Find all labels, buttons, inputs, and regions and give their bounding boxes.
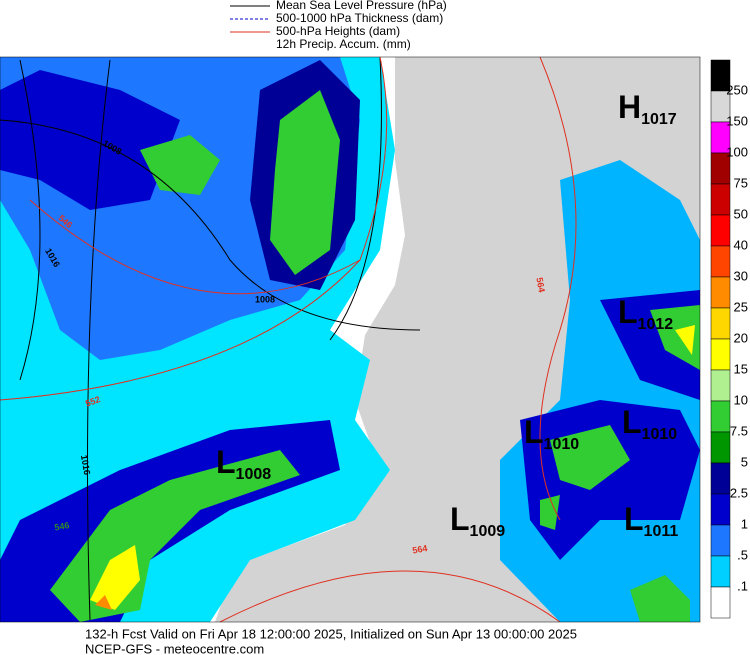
contour-label: 564 [534, 277, 546, 294]
pressure-letter: L [622, 404, 642, 440]
colorbar-swatch [710, 493, 731, 526]
precip-30 [95, 595, 112, 610]
contour-label: 1016 [79, 454, 92, 475]
colorbar-label: 150 [726, 113, 748, 128]
colorbar-swatch [710, 214, 731, 247]
precip-east-20 [675, 325, 695, 355]
colorbar-label: 75 [734, 175, 748, 190]
colorbar-label: 2.5 [730, 485, 748, 500]
colorbar-label: .1 [737, 578, 748, 593]
colorbar-swatch [710, 555, 731, 588]
legend-label: Mean Sea Level Pressure (hPa) [276, 0, 447, 12]
colorbar-label: 100 [726, 144, 748, 159]
colorbar-swatch [710, 462, 731, 495]
precip-east-10 [630, 575, 690, 622]
colorbar-label: 7.5 [730, 423, 748, 438]
colorbar-label: 20 [734, 330, 748, 345]
pressure-value: 1010 [642, 426, 678, 443]
colorbar-label: 30 [734, 268, 748, 283]
pressure-value: 1011 [644, 523, 679, 540]
map [0, 57, 700, 622]
colorbar-swatch [710, 307, 731, 340]
colorbar-label: 10 [734, 392, 748, 407]
colorbar-swatch [710, 183, 731, 216]
colorbar: 250 150 100 75 50 40 30 25 20 15 10 7.5 5 2.5 1 .5 .1 [710, 59, 748, 619]
pressure-center: L1011 [624, 501, 678, 540]
map-frame [0, 56, 701, 623]
pressure-value: 1010 [544, 436, 580, 453]
pressure-letter: L [624, 501, 644, 537]
pressure-value: 1009 [470, 523, 506, 540]
height-contours [0, 57, 577, 622]
precip-east-10 [540, 495, 560, 530]
colorbar-swatch [710, 276, 731, 309]
colorbar-swatch [710, 245, 731, 278]
pressure-letter: L [216, 444, 236, 480]
precip-2 [0, 70, 180, 210]
colorbar-swatch [710, 369, 731, 402]
colorbar-label: 50 [734, 206, 748, 221]
colorbar-label: 25 [734, 299, 748, 314]
precip-10 [270, 90, 340, 275]
colorbar-swatch [710, 400, 731, 433]
contour-label: 546 [54, 520, 71, 532]
precip-east-10 [650, 305, 700, 370]
colorbar-label: 250 [726, 82, 748, 97]
legend-label: 500-1000 hPa Thickness (dam) [276, 11, 443, 25]
colorbar-label: .5 [737, 547, 748, 562]
pressure-center: L1009 [450, 501, 505, 540]
footer-line: NCEP-GFS - meteocentre.com [85, 641, 264, 655]
contour-label: 1008 [255, 294, 275, 304]
colorbar-swatch [710, 338, 731, 371]
pressure-center: L1010 [622, 404, 677, 443]
pressure-center: L1008 [216, 444, 271, 483]
precip-east-10 [550, 425, 630, 490]
pressure-value: 1012 [638, 316, 674, 333]
footer-line: 132-h Fcst Valid on Fri Apr 18 12:00:00 … [85, 626, 577, 641]
contour-label: 564 [412, 543, 429, 555]
legend: Mean Sea Level Pressure (hPa) 500-1000 h… [230, 0, 447, 51]
pressure-value: 1017 [641, 111, 677, 128]
pressure-letter: L [450, 501, 470, 537]
colorbar-label: 5 [741, 454, 748, 469]
pressure-center: H1017 [618, 89, 677, 128]
isobars [0, 57, 421, 621]
pressure-letter: L [524, 414, 544, 450]
colorbar-swatch [710, 524, 731, 557]
pressure-center: L1010 [524, 414, 579, 453]
precip-10 [140, 135, 220, 195]
colorbar-label: 1 [741, 516, 748, 531]
colorbar-label: 40 [734, 237, 748, 252]
legend-label: 12h Precip. Accum. (mm) [276, 37, 411, 51]
legend-label: 500-hPa Heights (dam) [276, 24, 400, 38]
precip-20 [90, 545, 140, 610]
pressure-letter: L [618, 294, 638, 330]
pressure-value: 1008 [236, 466, 272, 483]
colorbar-swatch [710, 586, 731, 619]
pressure-letter: H [618, 89, 641, 125]
contour-label: 552 [84, 394, 102, 409]
colorbar-swatch [710, 431, 731, 464]
colorbar-label: 15 [734, 361, 748, 376]
pressure-center: L1012 [618, 294, 673, 333]
